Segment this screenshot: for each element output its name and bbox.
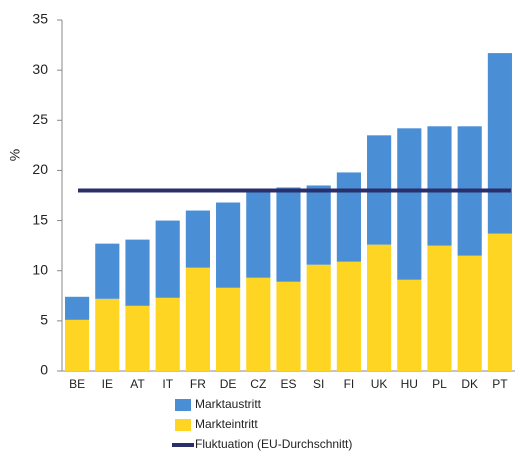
y-tick-label: 10 (32, 261, 48, 277)
x-tick-label: DE (220, 377, 237, 391)
legend-swatch (175, 399, 191, 411)
bar-segment (336, 172, 361, 262)
y-tick-label: 35 (32, 11, 48, 27)
x-tick-label: UK (371, 377, 388, 391)
bar-segment (427, 245, 452, 371)
bar-segment (125, 239, 150, 306)
bar-segment (487, 233, 512, 371)
bar-segment (336, 261, 361, 371)
bar-segment (185, 267, 210, 371)
y-tick-label: 20 (32, 161, 48, 177)
x-tick-label: IT (162, 377, 173, 391)
bar-segment (367, 244, 392, 371)
bar-segment (125, 305, 150, 371)
legend-swatch (175, 419, 191, 431)
y-tick-label: 15 (32, 211, 48, 227)
bar-segment (95, 298, 120, 371)
bar-segment (246, 277, 271, 371)
legend-label: Markteintritt (195, 417, 258, 431)
bar-segment (306, 185, 331, 265)
bar-segment (487, 53, 512, 234)
y-tick-label: 0 (40, 362, 48, 378)
x-tick-label: CZ (250, 377, 266, 391)
bar-segment (397, 128, 422, 280)
bar-segment (457, 255, 482, 371)
bar-segment (65, 319, 90, 371)
x-tick-label: PT (492, 377, 508, 391)
y-axis-label: % (7, 149, 23, 161)
bar-segment (216, 202, 241, 288)
y-tick-label: 25 (32, 111, 48, 127)
bar-segment (276, 281, 301, 371)
x-tick-label: BE (69, 377, 85, 391)
x-tick-label: ES (280, 377, 296, 391)
bar-segment (216, 287, 241, 371)
x-tick-label: SI (313, 377, 324, 391)
bar-segment (246, 190, 271, 278)
bar-segment (65, 296, 90, 320)
x-tick-label: AT (130, 377, 145, 391)
bar-segment (185, 210, 210, 268)
bar-segment (306, 264, 331, 371)
x-tick-label: IE (102, 377, 113, 391)
bar-segment (427, 126, 452, 246)
legend-label: Fluktuation (EU-Durchschnitt) (195, 437, 352, 451)
bar-segment (397, 279, 422, 371)
bar-segment (95, 243, 120, 299)
bar-segment (276, 187, 301, 282)
bar-segment (155, 220, 180, 298)
x-tick-label: FI (344, 377, 355, 391)
bar-segment (155, 297, 180, 371)
x-tick-label: HU (401, 377, 418, 391)
x-tick-label: DK (461, 377, 478, 391)
x-tick-label: PL (432, 377, 447, 391)
x-tick-label: FR (190, 377, 206, 391)
y-tick-label: 5 (40, 312, 48, 328)
legend-label: Marktaustritt (195, 397, 262, 411)
y-tick-label: 30 (32, 61, 48, 77)
